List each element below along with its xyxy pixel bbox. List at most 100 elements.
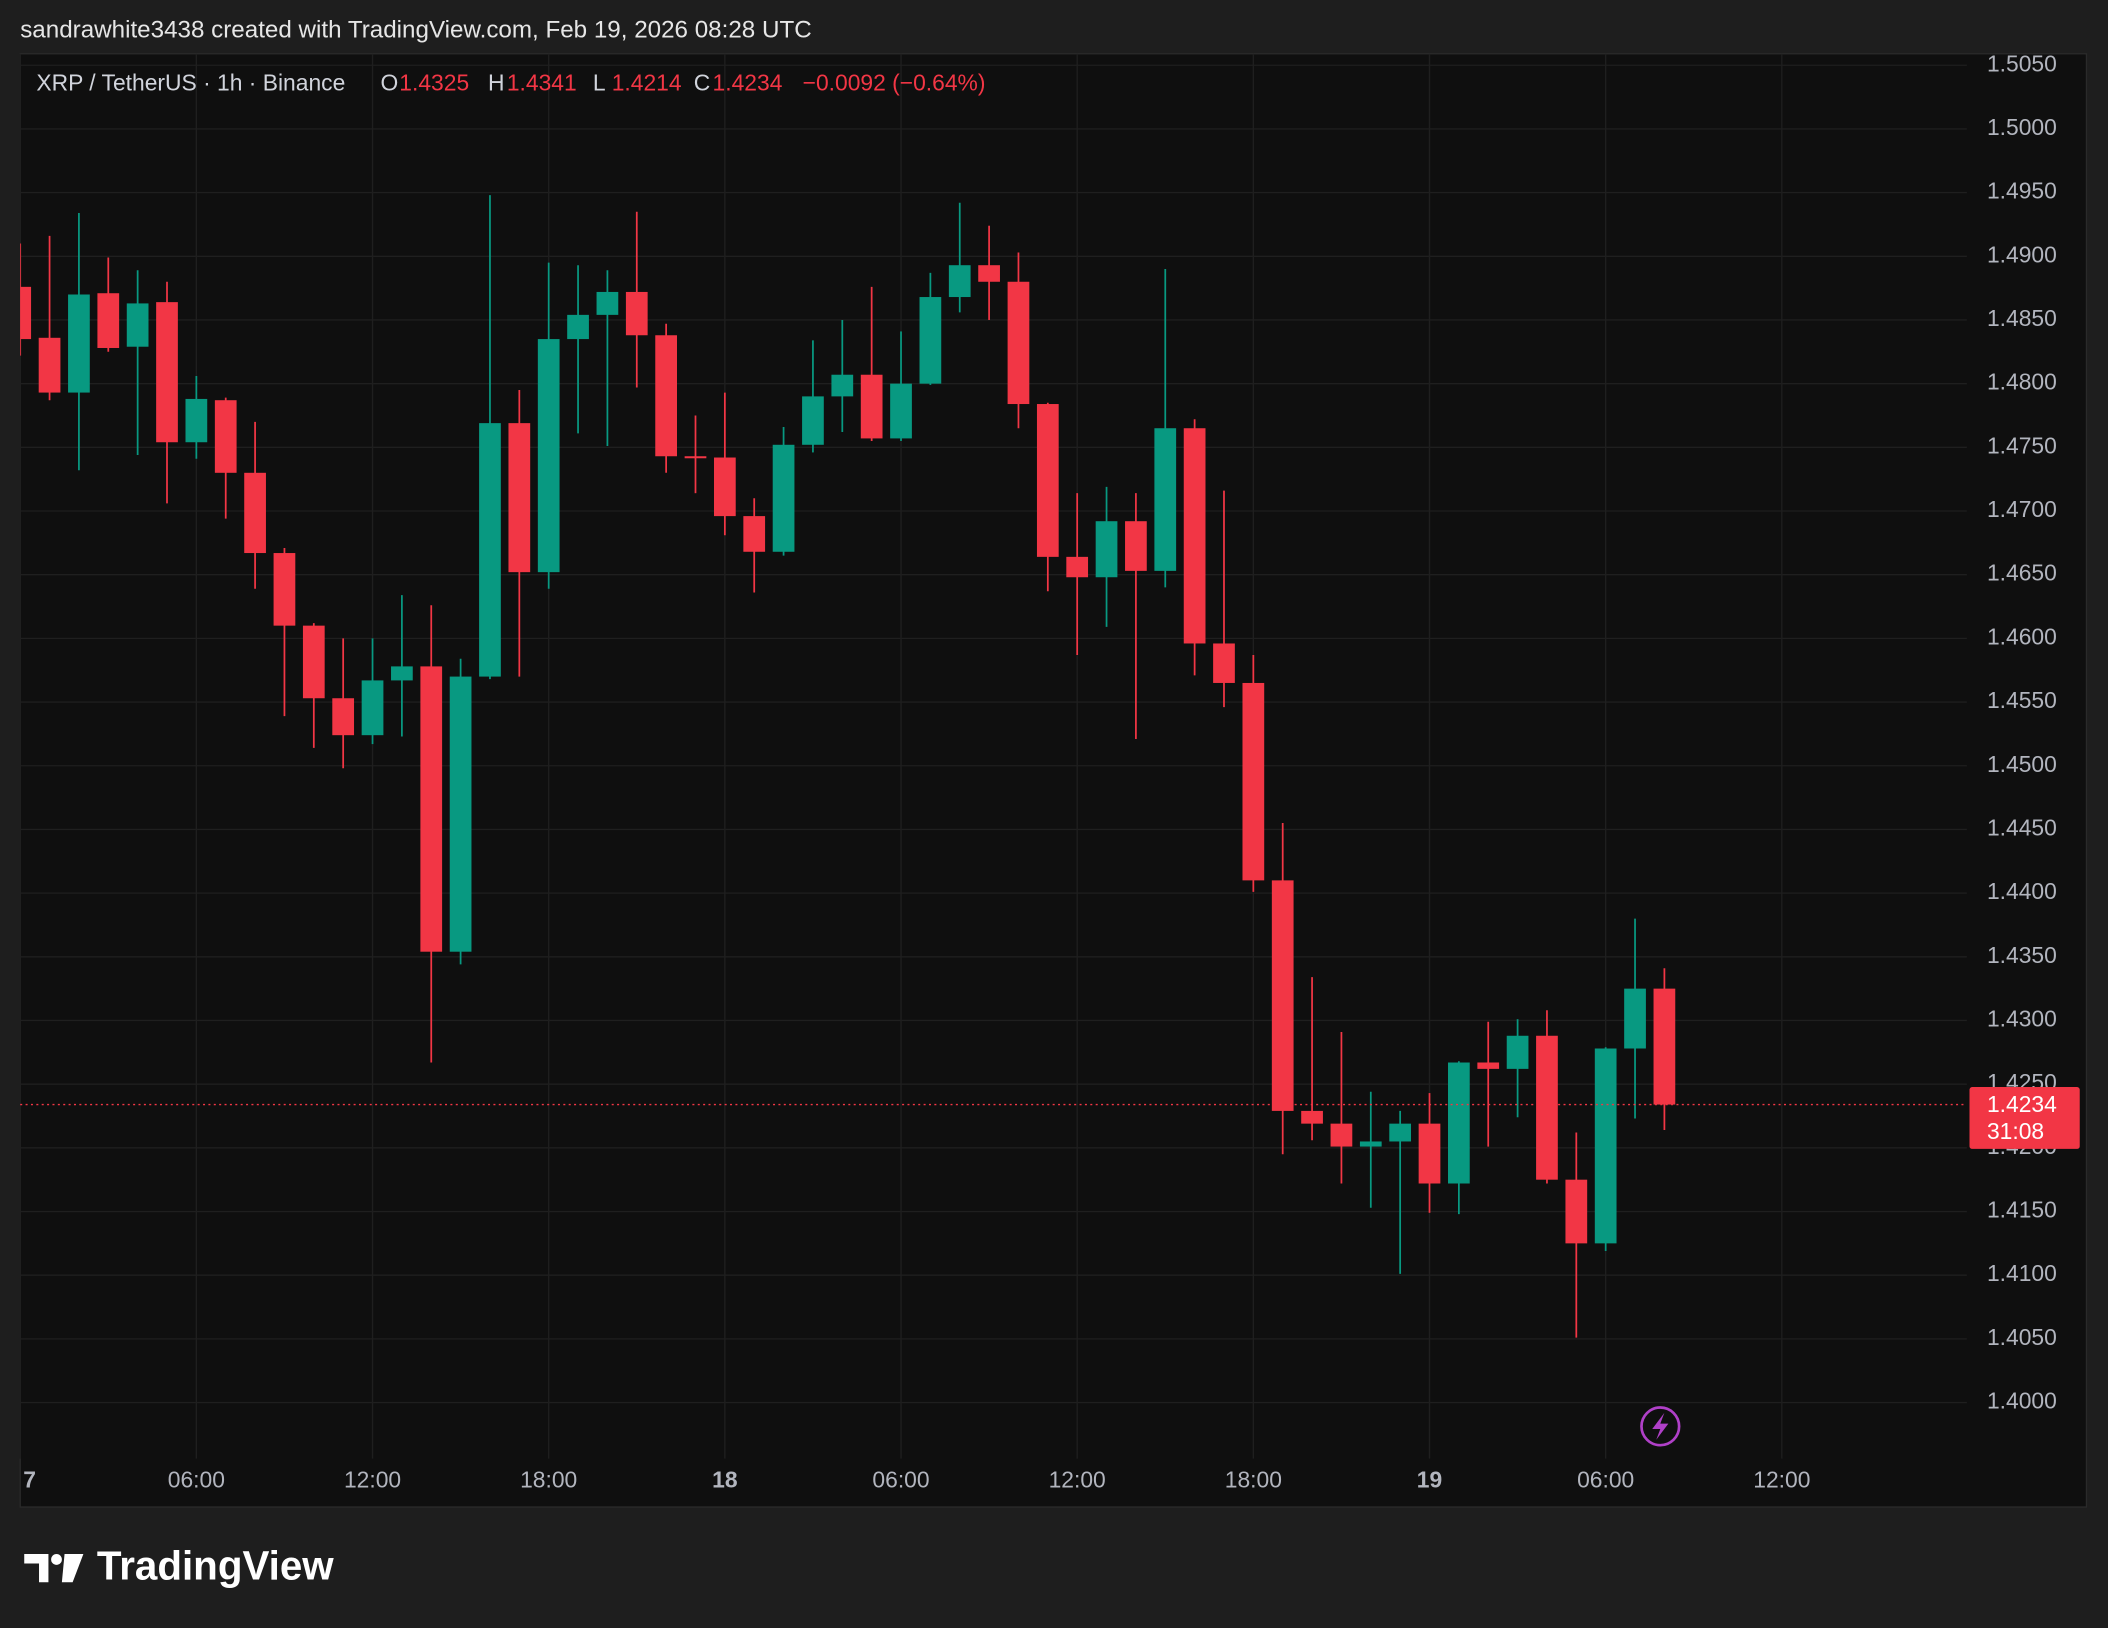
candle-body — [1506, 1035, 1529, 1069]
brand-name: TradingView — [97, 1543, 334, 1589]
candle-body — [743, 516, 766, 552]
candle-body — [1154, 428, 1177, 571]
x-tick-label: 06:00 — [1577, 1466, 1634, 1492]
brand-logo — [24, 1554, 84, 1583]
candle-body — [1389, 1123, 1412, 1142]
y-tick-label: 1.4500 — [1987, 751, 2057, 777]
legend-value: 1.4341 — [507, 70, 577, 96]
candle-body — [948, 265, 971, 298]
candle-body — [1007, 281, 1030, 405]
y-tick-label: 1.4400 — [1987, 878, 2057, 904]
y-tick-label: 1.4650 — [1987, 560, 2057, 586]
candle-body — [1036, 404, 1059, 557]
candle-body — [479, 423, 501, 677]
candle-body — [156, 302, 178, 443]
y-tick-label: 1.4600 — [1987, 623, 2057, 649]
legend-key: H — [488, 70, 505, 96]
legend-key: C — [694, 70, 710, 96]
candle-body — [1624, 988, 1646, 1049]
candle-body — [185, 398, 208, 443]
last-price-box — [1969, 1087, 2080, 1149]
candle-body — [126, 303, 149, 347]
candle-body — [978, 265, 1000, 282]
y-tick-label: 1.4050 — [1987, 1324, 2057, 1350]
candle-body — [1271, 880, 1294, 1111]
candle-body — [625, 291, 648, 336]
candle-body — [1448, 1062, 1470, 1184]
y-tick-label: 1.4750 — [1987, 432, 2057, 458]
candle-body — [38, 337, 61, 393]
y-tick-label: 1.4550 — [1987, 687, 2057, 713]
candle-body — [1418, 1123, 1441, 1184]
x-tick-label: 19 — [1417, 1466, 1442, 1492]
candle-body — [713, 457, 736, 517]
candle-body — [831, 374, 854, 397]
candle-body — [1066, 556, 1089, 578]
candle-body — [508, 423, 531, 573]
candle-body — [1594, 1048, 1617, 1244]
y-tick-label: 1.4950 — [1987, 178, 2057, 204]
last-price-label: 1.4234 — [1987, 1091, 2057, 1117]
candle-body — [244, 472, 266, 554]
candle-body — [1359, 1141, 1382, 1147]
candle-body — [20, 286, 32, 340]
chart-frame — [19, 53, 2088, 1508]
ohlc-legend: O 1.4325 H 1.4341 L 1.4214 C 1.4234 −0.0092 (−0.… — [380, 70, 985, 96]
header-text: sandrawhite3438 created with TradingView… — [20, 16, 812, 43]
legend-key: O — [380, 70, 398, 96]
x-tick-label: 12:00 — [1049, 1466, 1106, 1492]
candle-body — [567, 314, 589, 340]
candle-body — [1301, 1110, 1323, 1124]
x-tick-label: 18:00 — [1225, 1466, 1282, 1492]
y-tick-label: 1.4000 — [1987, 1388, 2057, 1414]
candle-body — [655, 335, 677, 457]
x-tick-label: 12:00 — [344, 1466, 401, 1492]
y-tick-label: 1.4900 — [1987, 241, 2057, 267]
x-tick-label: 06:00 — [168, 1466, 225, 1492]
candle-body — [890, 383, 912, 439]
candle-body — [1653, 988, 1676, 1105]
y-tick-label: 1.5050 — [1987, 50, 2057, 76]
y-tick-label: 1.4850 — [1987, 305, 2057, 331]
candle-body — [860, 374, 883, 439]
candle-body — [684, 456, 707, 459]
legend-change: −0.0092 (−0.64%) — [803, 70, 986, 96]
y-tick-label: 1.4700 — [1987, 496, 2057, 522]
candle-body — [802, 396, 824, 445]
x-tick-label: 12:00 — [1753, 1466, 1810, 1492]
y-tick-label: 1.4350 — [1987, 942, 2057, 968]
axes: 1.40001.40501.41001.41501.42001.42501.43… — [20, 50, 2080, 1492]
x-tick-label: 7 — [23, 1466, 36, 1492]
y-tick-label: 1.4100 — [1987, 1260, 2057, 1286]
candle-body — [537, 339, 560, 573]
candle-body — [449, 676, 472, 952]
candle-body — [1213, 643, 1235, 683]
legend-value: 1.4214 — [612, 70, 682, 96]
candle-body — [919, 297, 942, 384]
x-tick-label: 18:00 — [520, 1466, 577, 1492]
grid — [19, 53, 1967, 1459]
candle-body — [1183, 428, 1206, 644]
countdown-label: 31:08 — [1987, 1118, 2044, 1144]
candle-body — [273, 553, 296, 626]
legend-symbol: XRP / TetherUS · 1h · Binance — [36, 70, 345, 96]
alert-icon — [1640, 1406, 1681, 1447]
candle-body — [420, 666, 443, 952]
x-tick-label: 06:00 — [872, 1466, 929, 1492]
candle-body — [68, 294, 90, 393]
candle-body — [214, 400, 237, 473]
y-tick-label: 1.5000 — [1987, 114, 2057, 140]
y-tick-label: 1.4800 — [1987, 369, 2057, 395]
candle-body — [1242, 682, 1265, 881]
candle-body — [1330, 1123, 1353, 1147]
candle-body — [332, 698, 355, 736]
candles — [20, 195, 1676, 1338]
y-tick-label: 1.4450 — [1987, 814, 2057, 840]
candle-body — [302, 625, 325, 699]
candle-body — [772, 444, 795, 552]
candle-body — [596, 291, 619, 315]
legend-value: 1.4325 — [399, 70, 469, 96]
candle-body — [361, 680, 384, 736]
